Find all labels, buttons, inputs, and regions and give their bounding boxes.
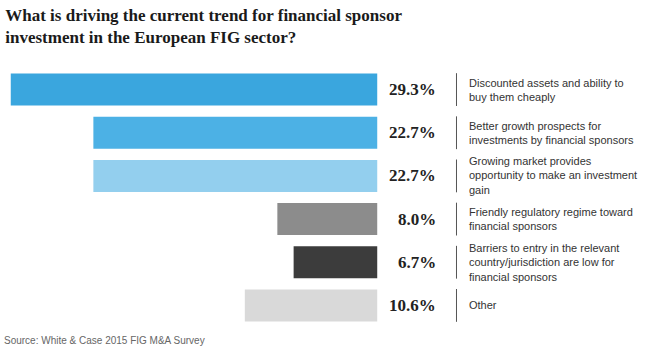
svg-text:Growing market providesopportu: Growing market providesopportunity to ma… <box>469 155 637 196</box>
svg-text:Friendly regulatory regime tow: Friendly regulatory regime towardfinanci… <box>469 206 633 232</box>
svg-text:What is driving the current tr: What is driving the current trend for fi… <box>5 6 402 47</box>
svg-text:Discounted assets and ability: Discounted assets and ability tobuy them… <box>469 77 624 103</box>
svg-text:22.7%: 22.7% <box>389 166 436 185</box>
svg-text:6.7%: 6.7% <box>398 253 436 272</box>
svg-text:29.3%: 29.3% <box>389 80 436 99</box>
svg-text:22.7%: 22.7% <box>389 123 436 142</box>
svg-text:Barriers to entry in the relev: Barriers to entry in the relevantcountry… <box>469 242 619 283</box>
svg-text:8.0%: 8.0% <box>398 210 436 229</box>
svg-text:Other: Other <box>469 299 497 311</box>
svg-text:Better growth prospects forinv: Better growth prospects forinvestments b… <box>469 120 634 146</box>
svg-text:10.6%: 10.6% <box>389 296 436 315</box>
svg-text:Source: White & Case 2015 FIG: Source: White & Case 2015 FIG M&A Survey <box>4 335 205 346</box>
